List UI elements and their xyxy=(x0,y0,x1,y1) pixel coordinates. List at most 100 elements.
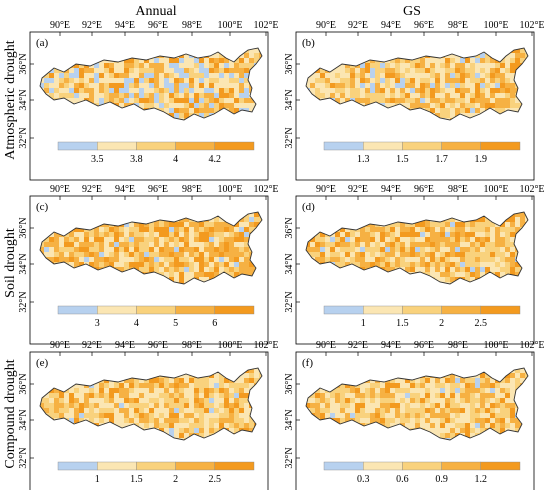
colorbar-tick-label: 2.5 xyxy=(475,318,488,329)
colorbar-segment xyxy=(214,141,255,151)
basin-outline xyxy=(39,367,263,441)
colorbar-tick-label: 4 xyxy=(173,154,178,165)
colorbar-tick-label: 2 xyxy=(173,474,178,485)
colorbar-segment xyxy=(57,141,98,151)
colorbar-tick-label: 2.5 xyxy=(209,474,222,485)
lat-tick-label: 36°N xyxy=(284,53,295,74)
colorbar-segment xyxy=(362,141,403,151)
colorbar-tick-label: 4 xyxy=(134,318,139,329)
map-panel: 90°E 92°E 94°E 96°E 98°E 100°E 102°E 36°N 34°N 32… xyxy=(18,184,279,345)
lat-tick-label: 34°N xyxy=(18,409,29,430)
lon-tick-label: 94°E xyxy=(381,340,401,351)
lat-tick-label: 32°N xyxy=(284,291,295,312)
colorbar-segment xyxy=(480,141,521,151)
colorbar-segment xyxy=(214,305,255,315)
panel-label: (a) xyxy=(36,37,49,49)
colorbar-segment xyxy=(402,305,442,315)
lat-tick-label: 34°N xyxy=(284,253,295,274)
lon-tick-label: 98°E xyxy=(448,184,468,195)
colorbar-segment xyxy=(441,461,482,471)
lon-tick-label: 100°E xyxy=(483,340,508,351)
colorbar-tick-label: 1.7 xyxy=(435,154,448,165)
lon-tick-label: 94°E xyxy=(115,184,135,195)
colorbar-tick-label: 6 xyxy=(212,318,217,329)
colorbar-segment xyxy=(402,141,442,151)
colorbar-segment xyxy=(323,141,364,151)
lon-tick-label: 92°E xyxy=(82,184,102,195)
basin-outline xyxy=(39,47,263,121)
colorbar-segment xyxy=(402,461,442,471)
lat-tick-label: 32°N xyxy=(18,127,29,148)
colorbar-tick-label: 1.5 xyxy=(130,474,143,485)
colorbar-tick-label: 3.8 xyxy=(130,154,143,165)
lat-tick-label: 36°N xyxy=(18,217,29,238)
lon-tick-label: 102°E xyxy=(253,184,278,195)
basin-outline xyxy=(39,211,263,285)
row-title-atmospheric: Atmospheric drought xyxy=(3,40,18,159)
lat-tick-label: 32°N xyxy=(284,447,295,468)
lat-tick-label: 36°N xyxy=(284,373,295,394)
lat-tick-label: 32°N xyxy=(284,127,295,148)
lon-tick-label: 100°E xyxy=(217,184,242,195)
colorbar-tick-label: 3.5 xyxy=(91,154,104,165)
lon-tick-label: 90°E xyxy=(316,184,336,195)
lat-tick-label: 34°N xyxy=(284,409,295,430)
column-title-annual: Annual xyxy=(135,4,176,19)
colorbar-segment xyxy=(441,305,482,315)
lon-tick-label: 100°E xyxy=(483,184,508,195)
basin-outline xyxy=(305,211,529,285)
colorbar-segment xyxy=(136,305,176,315)
colorbar-tick-label: 1.5 xyxy=(396,318,409,329)
lat-tick-label: 32°N xyxy=(18,291,29,312)
colorbar-tick-label: 0.3 xyxy=(357,474,370,485)
row-title-compound: Compound drought xyxy=(3,359,18,468)
lon-tick-label: 102°E xyxy=(519,184,544,195)
lon-tick-label: 90°E xyxy=(316,20,336,31)
colorbar-segment xyxy=(57,305,98,315)
lon-tick-label: 98°E xyxy=(448,340,468,351)
panel-label: (c) xyxy=(36,201,49,213)
lon-tick-label: 96°E xyxy=(414,20,434,31)
colorbar-segment xyxy=(96,461,137,471)
lat-tick-label: 34°N xyxy=(284,89,295,110)
lon-tick-label: 96°E xyxy=(148,184,168,195)
lon-tick-label: 98°E xyxy=(182,340,202,351)
colorbar-segment xyxy=(96,305,137,315)
lat-tick-label: 36°N xyxy=(18,373,29,394)
lon-tick-label: 98°E xyxy=(182,20,202,31)
colorbar-segment xyxy=(175,305,216,315)
colorbar-tick-label: 1 xyxy=(361,318,366,329)
map-panel: 90°E 92°E 94°E 96°E 98°E 100°E 102°E 36°N 34°N 32… xyxy=(284,340,545,490)
map-panel: 90°E 92°E 94°E 96°E 98°E 100°E 102°E 36°N 34°N 32… xyxy=(284,184,545,345)
lat-tick-label: 36°N xyxy=(18,53,29,74)
lon-tick-label: 94°E xyxy=(381,184,401,195)
lon-tick-label: 94°E xyxy=(115,20,135,31)
lon-tick-label: 94°E xyxy=(381,20,401,31)
colorbar-segment xyxy=(214,461,255,471)
colorbar-segment xyxy=(57,461,98,471)
lon-tick-label: 102°E xyxy=(519,340,544,351)
column-title-gs: GS xyxy=(403,4,421,19)
colorbar-segment xyxy=(323,461,364,471)
lon-tick-label: 98°E xyxy=(182,184,202,195)
colorbar-tick-label: 4.2 xyxy=(209,154,222,165)
colorbar-tick-label: 1.5 xyxy=(396,154,409,165)
lon-tick-label: 100°E xyxy=(217,340,242,351)
lon-tick-label: 90°E xyxy=(50,340,70,351)
colorbar-segment xyxy=(480,461,521,471)
lon-tick-label: 96°E xyxy=(414,340,434,351)
colorbar-segment xyxy=(175,461,216,471)
panel-label: (e) xyxy=(36,357,49,369)
row-title-soil: Soil drought xyxy=(3,228,18,298)
lon-tick-label: 92°E xyxy=(348,340,368,351)
panel-label: (f) xyxy=(302,357,313,369)
lon-tick-label: 102°E xyxy=(253,340,278,351)
lon-tick-label: 102°E xyxy=(253,20,278,31)
map-panel: 90°E 92°E 94°E 96°E 98°E 100°E 102°E 36°N 34°N 32… xyxy=(18,340,279,490)
colorbar-segment xyxy=(362,461,403,471)
lon-tick-label: 96°E xyxy=(148,20,168,31)
lon-tick-label: 92°E xyxy=(348,20,368,31)
lon-tick-label: 90°E xyxy=(50,20,70,31)
lat-tick-label: 34°N xyxy=(18,89,29,110)
